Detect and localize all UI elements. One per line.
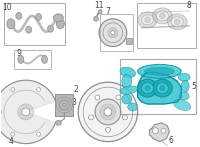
- Circle shape: [160, 86, 165, 91]
- Text: 3: 3: [72, 97, 77, 107]
- Ellipse shape: [152, 79, 172, 97]
- Text: 1: 1: [135, 85, 140, 94]
- Circle shape: [37, 132, 41, 136]
- Circle shape: [11, 132, 15, 136]
- Circle shape: [105, 127, 110, 132]
- Bar: [4, 3, 65, 45]
- Bar: [120, 59, 196, 114]
- Ellipse shape: [152, 8, 172, 24]
- Circle shape: [0, 110, 2, 114]
- Ellipse shape: [56, 19, 64, 29]
- Ellipse shape: [16, 12, 22, 19]
- Ellipse shape: [18, 55, 24, 63]
- Ellipse shape: [174, 99, 191, 111]
- Ellipse shape: [120, 86, 138, 94]
- Circle shape: [22, 108, 30, 116]
- Circle shape: [99, 19, 127, 47]
- Ellipse shape: [48, 25, 53, 32]
- Ellipse shape: [98, 10, 102, 14]
- Circle shape: [78, 82, 138, 142]
- Ellipse shape: [138, 64, 181, 78]
- Circle shape: [95, 99, 121, 125]
- Text: 8: 8: [187, 1, 192, 10]
- Circle shape: [111, 31, 115, 35]
- Ellipse shape: [128, 103, 138, 111]
- Ellipse shape: [142, 15, 153, 25]
- Ellipse shape: [42, 55, 48, 63]
- Bar: [55, 94, 73, 116]
- Text: 4: 4: [8, 137, 13, 146]
- Circle shape: [161, 128, 166, 133]
- Ellipse shape: [156, 83, 168, 94]
- Bar: [55, 94, 73, 116]
- Text: 11: 11: [94, 1, 104, 10]
- Circle shape: [145, 17, 151, 23]
- Ellipse shape: [142, 83, 153, 94]
- Circle shape: [100, 104, 116, 120]
- Ellipse shape: [26, 26, 32, 33]
- Polygon shape: [138, 72, 181, 104]
- Circle shape: [37, 88, 41, 92]
- Bar: [14, 50, 51, 69]
- Ellipse shape: [120, 67, 135, 77]
- Text: 5: 5: [192, 82, 197, 91]
- Ellipse shape: [178, 73, 190, 81]
- Ellipse shape: [145, 67, 174, 75]
- Circle shape: [18, 104, 34, 120]
- Text: 10: 10: [2, 3, 12, 12]
- Circle shape: [152, 128, 158, 134]
- Ellipse shape: [122, 74, 132, 88]
- Ellipse shape: [7, 19, 15, 29]
- Circle shape: [11, 88, 15, 92]
- Text: 7: 7: [105, 7, 110, 16]
- Ellipse shape: [53, 14, 63, 22]
- Ellipse shape: [179, 92, 189, 100]
- Ellipse shape: [138, 79, 157, 97]
- Bar: [137, 3, 196, 47]
- Circle shape: [145, 86, 150, 91]
- Ellipse shape: [181, 80, 189, 92]
- Ellipse shape: [156, 11, 168, 21]
- Circle shape: [174, 19, 180, 25]
- Text: 2: 2: [74, 85, 79, 94]
- Bar: [126, 38, 132, 44]
- Circle shape: [159, 13, 165, 19]
- Ellipse shape: [55, 120, 61, 125]
- Circle shape: [56, 97, 72, 113]
- Text: 9: 9: [16, 49, 21, 58]
- Ellipse shape: [122, 94, 132, 104]
- Circle shape: [95, 95, 100, 100]
- Bar: [100, 14, 133, 51]
- Ellipse shape: [138, 12, 157, 28]
- Circle shape: [108, 28, 118, 38]
- Ellipse shape: [36, 13, 42, 20]
- Circle shape: [122, 115, 127, 120]
- Polygon shape: [150, 123, 169, 142]
- Circle shape: [88, 115, 93, 120]
- Polygon shape: [0, 80, 56, 144]
- Ellipse shape: [171, 17, 183, 27]
- Circle shape: [116, 95, 121, 100]
- Ellipse shape: [94, 16, 99, 21]
- Circle shape: [104, 108, 112, 116]
- Text: 6: 6: [169, 136, 174, 145]
- Ellipse shape: [167, 14, 187, 30]
